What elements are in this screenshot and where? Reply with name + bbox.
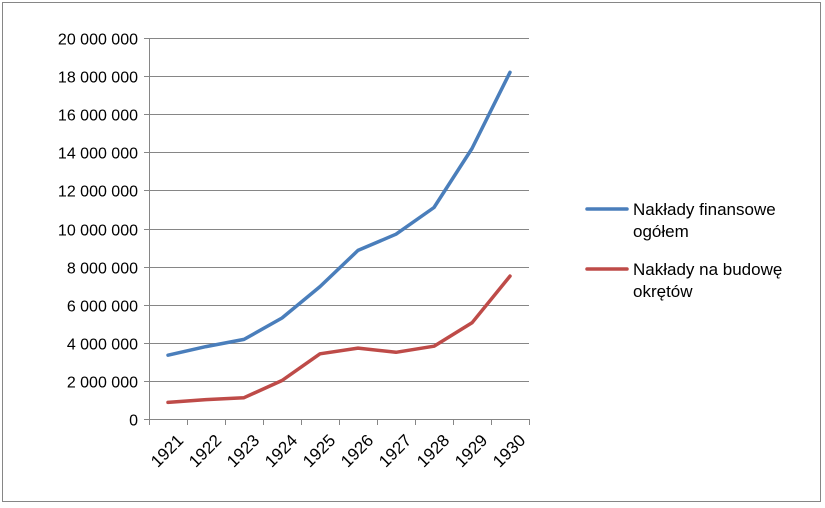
x-tick-label: 1928 xyxy=(413,431,453,471)
y-tick-label: 16 000 000 xyxy=(58,108,138,125)
x-tick-label: 1930 xyxy=(489,431,529,471)
y-tick-label: 12 000 000 xyxy=(58,184,138,201)
y-tick-label: 10 000 000 xyxy=(58,223,138,240)
x-tick-label: 1925 xyxy=(299,431,339,471)
x-tick-label: 1921 xyxy=(147,431,187,471)
legend-label-line: okrętów xyxy=(633,282,693,301)
y-tick-label: 4 000 000 xyxy=(67,337,138,354)
x-tick-label: 1929 xyxy=(451,431,491,471)
series-lines xyxy=(166,70,512,405)
x-tick-label: 1922 xyxy=(185,431,225,471)
x-tick-label: 1924 xyxy=(261,431,301,471)
chart-frame: 0 2 000 000 4 000 000 6 000 000 8 000 000 10 … xyxy=(2,2,821,502)
legend-label-2: Nakłady na budowę okrętów xyxy=(633,260,782,301)
y-tick-label: 14 000 000 xyxy=(58,146,138,163)
y-tick-label: 8 000 000 xyxy=(67,261,138,278)
legend-label-line: Nakłady na budowę xyxy=(633,260,782,279)
x-tick-label: 1926 xyxy=(337,431,377,471)
legend-label-1: Nakłady finansowe ogółem xyxy=(633,200,776,241)
legend: Nakłady finansowe ogółem Nakłady na budowę… xyxy=(585,200,782,301)
y-tick-label: 2 000 000 xyxy=(67,375,138,392)
y-tick-label: 18 000 000 xyxy=(58,70,138,87)
y-tick-label: 20 000 000 xyxy=(58,32,138,49)
y-tick-label: 0 xyxy=(129,413,138,430)
legend-label-line: Nakłady finansowe xyxy=(633,200,776,219)
y-tick-label: 6 000 000 xyxy=(67,299,138,316)
y-axis-tick-labels: 0 2 000 000 4 000 000 6 000 000 8 000 000 10 … xyxy=(58,32,138,430)
x-tick-label: 1923 xyxy=(223,431,263,471)
series-line-1 xyxy=(166,70,512,357)
x-tick-label: 1927 xyxy=(375,431,415,471)
axes xyxy=(144,38,530,425)
gridlines xyxy=(149,38,529,382)
line-chart: 0 2 000 000 4 000 000 6 000 000 8 000 000 10 … xyxy=(58,32,782,472)
series-line-2 xyxy=(166,274,512,405)
legend-label-line: ogółem xyxy=(633,222,689,241)
